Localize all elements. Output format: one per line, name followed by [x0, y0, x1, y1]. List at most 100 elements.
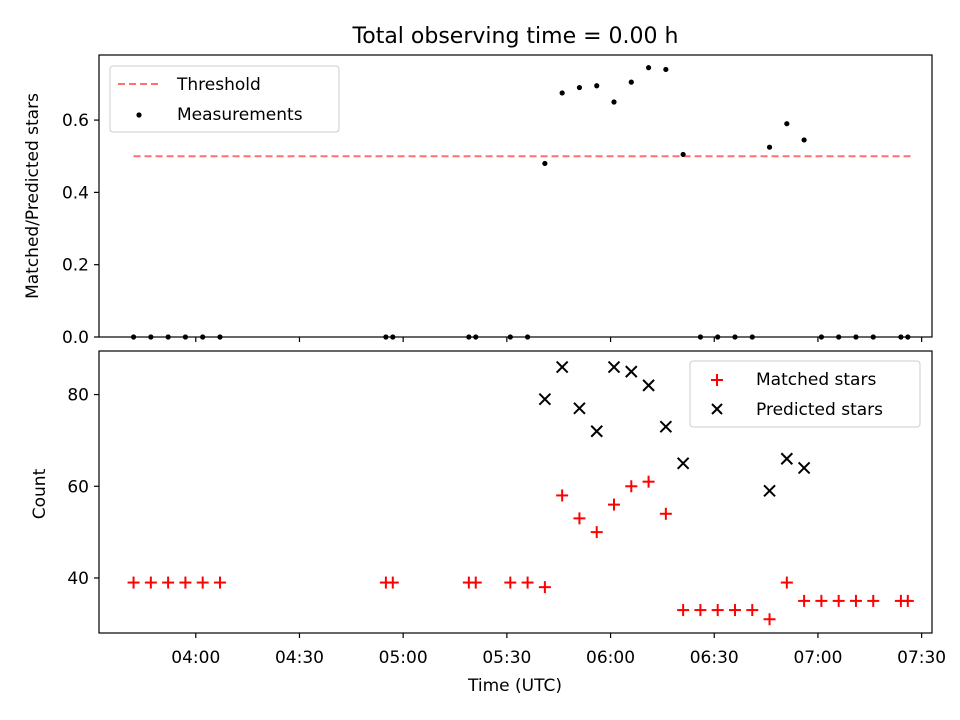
measurement-point — [784, 121, 790, 127]
matched-star-point — [504, 576, 517, 589]
predicted-star-point — [642, 379, 655, 392]
top-y-tick-label: 0.0 — [62, 328, 89, 348]
predicted-star-stroke-b — [607, 360, 621, 374]
top-x-ticks — [195, 337, 923, 342]
measurement-point — [663, 66, 669, 73]
legend-measurements-label: Measurements — [177, 105, 303, 125]
matched-star-point — [538, 581, 551, 594]
bottom-y-tick-label: 80 — [67, 386, 89, 406]
bottom-y-ticks: 40 60 80 — [67, 386, 99, 589]
predicted-star-stroke-b — [763, 484, 776, 498]
matched-star-point — [798, 594, 811, 607]
matched-star-point — [521, 576, 534, 589]
bottom-panel: 40 60 80 04:00 04:30 05:00 05:30 06:00 06:30 07:… — [30, 350, 946, 696]
top-y-axis-label: Matched/Predicted stars — [23, 93, 43, 299]
matched-star-point — [642, 475, 655, 488]
measurement-point — [542, 160, 548, 167]
matched-star-point — [573, 512, 586, 525]
measurement-point — [645, 65, 652, 71]
matched-star-point — [213, 576, 226, 589]
matched-star-point — [867, 594, 880, 607]
x-tick-label: 04:00 — [171, 648, 220, 668]
x-tick-label: 06:00 — [586, 648, 635, 668]
measurement-point — [801, 137, 807, 143]
matched-star-point — [625, 480, 638, 493]
bottom-plot-marks — [127, 360, 914, 626]
predicted-star-stroke-b — [659, 420, 673, 433]
matched-star-point — [780, 576, 793, 589]
measurement-point — [559, 90, 565, 96]
matched-star-point — [711, 604, 724, 617]
predicted-star-point — [659, 420, 673, 433]
predicted-star-point — [797, 461, 811, 475]
legend-predicted-swatch — [711, 403, 723, 415]
predicted-star-point — [555, 360, 569, 374]
figure-title: Total observing time = 0.00 h — [352, 24, 679, 49]
predicted-star-point — [573, 402, 586, 415]
predicted-star-stroke-b — [573, 402, 586, 415]
top-legend-box — [109, 65, 340, 133]
matched-star-point — [469, 576, 482, 589]
predicted-star-stroke-b — [555, 360, 569, 374]
predicted-star-point — [625, 365, 638, 378]
matched-star-point — [386, 576, 399, 589]
matched-star-point — [196, 576, 209, 589]
predicted-star-stroke-b — [590, 425, 603, 438]
matched-star-point — [815, 594, 828, 607]
measurement-point — [576, 84, 583, 91]
top-y-tick-label: 0.6 — [62, 111, 89, 131]
predicted-star-point — [780, 452, 794, 465]
matched-star-point — [677, 604, 690, 617]
matched-star-point — [728, 604, 741, 617]
measurement-point — [680, 151, 686, 158]
matched-star-point — [659, 507, 672, 520]
x-tick-label: 06:30 — [690, 648, 739, 668]
matched-star-point — [556, 489, 569, 502]
predicted-star-stroke-b — [797, 461, 811, 475]
top-panel: 0.0 0.2 0.4 0.6 Matched/Predicted stars Thr… — [23, 54, 933, 348]
top-axes-frame — [98, 54, 933, 338]
x-axis-label: Time (UTC) — [467, 676, 562, 696]
legend-predicted-label: Predicted stars — [756, 400, 883, 420]
x-tick-label: 04:30 — [275, 648, 324, 668]
top-y-tick-label: 0.2 — [62, 256, 89, 276]
bottom-y-axis-label: Count — [30, 468, 50, 519]
legend-matched-label: Matched stars — [756, 370, 876, 390]
matched-star-point — [849, 594, 862, 607]
measurement-point — [611, 99, 617, 105]
matched-star-point — [127, 576, 140, 589]
predicted-star-point — [676, 457, 690, 470]
bottom-x-ticks: 04:00 04:30 05:00 05:30 06:00 06:30 07:00 07:30 — [171, 633, 946, 668]
matched-star-point — [590, 526, 603, 539]
bottom-legend: Matched stars Predicted stars — [689, 360, 921, 428]
top-y-ticks: 0.0 0.2 0.4 0.6 — [62, 111, 99, 348]
top-y-tick-label: 0.4 — [62, 183, 89, 203]
predicted-star-point — [607, 360, 621, 374]
predicted-star-point — [763, 484, 776, 498]
matched-star-point — [832, 594, 845, 607]
matched-star-point — [144, 576, 157, 589]
predicted-star-stroke-b — [642, 379, 655, 392]
x-tick-label: 05:30 — [482, 648, 531, 668]
bottom-y-tick-label: 40 — [67, 569, 89, 589]
matched-star-point — [608, 498, 621, 511]
x-tick-label: 05:00 — [379, 648, 428, 668]
predicted-star-point — [538, 392, 552, 406]
matched-star-point — [901, 594, 914, 607]
matched-star-point — [162, 576, 175, 589]
bottom-legend-box — [689, 360, 921, 428]
top-legend: Threshold Measurements — [109, 65, 340, 133]
predicted-star-stroke-b — [676, 457, 690, 470]
matched-star-point — [694, 604, 707, 617]
legend-measurements-swatch — [136, 112, 142, 118]
predicted-star-stroke-b — [538, 392, 552, 406]
measurement-point — [628, 79, 634, 85]
bottom-axes-frame — [98, 350, 933, 634]
predicted-star-stroke-b — [780, 452, 794, 465]
matched-star-point — [746, 604, 759, 617]
measurement-point — [766, 144, 773, 150]
measurement-point — [594, 83, 600, 89]
x-tick-label: 07:30 — [897, 648, 946, 668]
x-tick-label: 07:00 — [793, 648, 842, 668]
